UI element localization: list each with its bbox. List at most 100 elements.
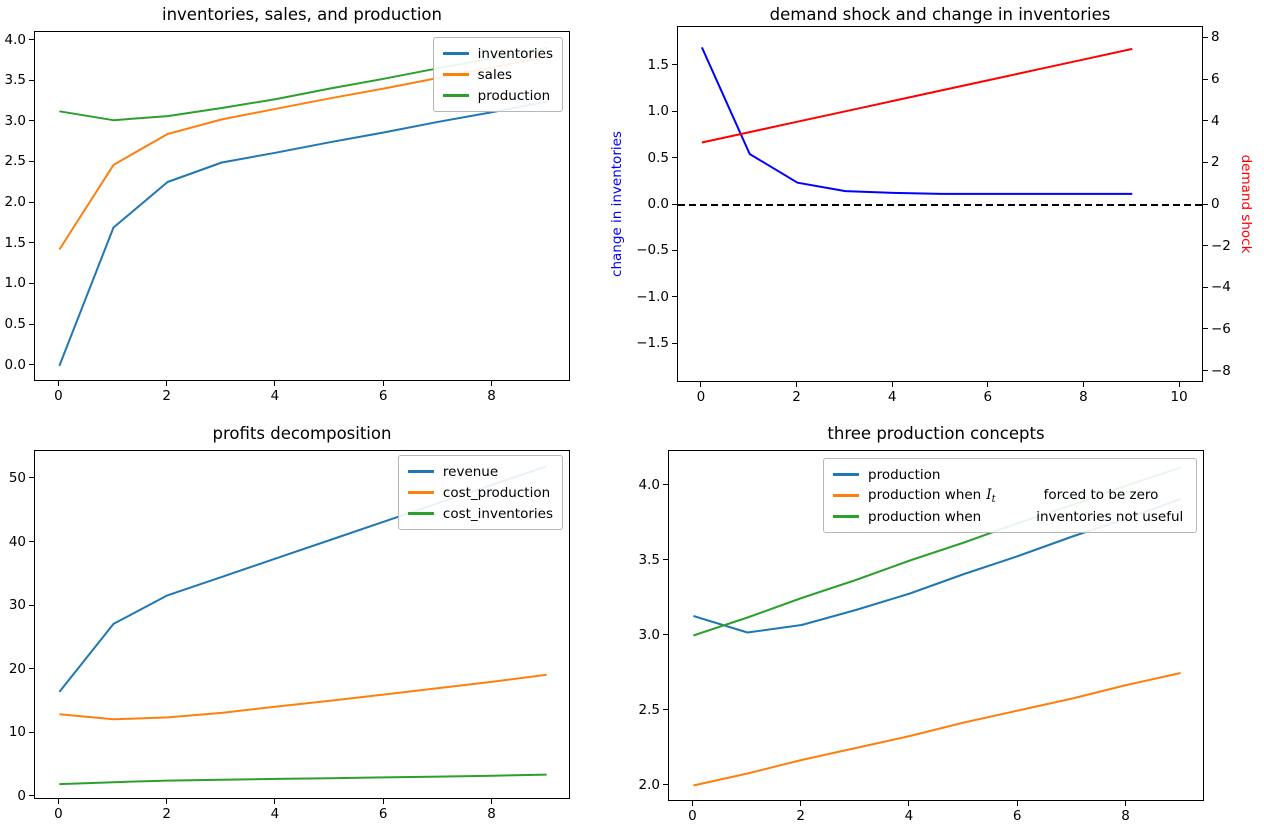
x-tick-label: 2 bbox=[792, 389, 801, 405]
legend-line-sample bbox=[407, 470, 434, 473]
x-tick-mark bbox=[274, 799, 276, 804]
y-tick-mark-right bbox=[1203, 203, 1208, 205]
x-tick-mark bbox=[800, 801, 802, 806]
legend-item: revenue bbox=[407, 461, 553, 482]
legend-item: cost_inventories bbox=[407, 503, 553, 524]
legend-chart1: inventories sales production bbox=[432, 37, 563, 112]
y-tick-label: 1.0 bbox=[647, 103, 669, 120]
y-tick-label: 30 bbox=[8, 597, 26, 614]
left-axis-label-change-in-inventories: change in inventories bbox=[609, 131, 625, 277]
x-tick-mark bbox=[274, 381, 276, 386]
y-tick-mark bbox=[663, 484, 668, 485]
y-tick-mark bbox=[29, 79, 34, 81]
x-tick-label: 2 bbox=[162, 388, 171, 404]
legend-item: production bbox=[833, 464, 1187, 485]
y-tick-label: 50 bbox=[8, 469, 26, 486]
x-tick-mark bbox=[57, 799, 59, 804]
y-tick-label: 2.0 bbox=[638, 776, 660, 793]
y-tick-mark bbox=[29, 242, 34, 244]
plot-area-demand-shock bbox=[677, 26, 1204, 382]
legend-label: production when It forced to be zero bbox=[868, 486, 1159, 505]
x-tick-mark bbox=[891, 382, 893, 387]
x-tick-label: 4 bbox=[887, 389, 897, 405]
legend-label: production bbox=[477, 87, 551, 104]
y-tick-label: 2.5 bbox=[638, 701, 660, 718]
y-tick-label: 1.5 bbox=[4, 234, 26, 251]
y-tick-mark bbox=[672, 249, 677, 251]
y-tick-label: 0 bbox=[17, 787, 26, 804]
series-inventories bbox=[58, 100, 547, 367]
x-tick-label: 4 bbox=[270, 388, 280, 404]
legend-line-sample bbox=[442, 73, 469, 76]
legend-chart3: revenue cost_production cost_inventories bbox=[397, 455, 563, 530]
y-tick-mark bbox=[29, 364, 34, 366]
y-tick-mark bbox=[672, 110, 677, 112]
x-tick-label: 0 bbox=[54, 806, 63, 822]
y-tick-mark-right bbox=[1203, 120, 1208, 122]
y-tick-mark bbox=[672, 64, 677, 66]
y-tick-label-right: 8 bbox=[1211, 29, 1220, 46]
y-tick-label-right: 4 bbox=[1211, 112, 1220, 129]
y-tick-mark bbox=[663, 784, 668, 785]
y-tick-label: 10 bbox=[8, 724, 26, 741]
y-tick-label: −0.5 bbox=[636, 242, 669, 259]
legend-item: production bbox=[442, 85, 553, 106]
legend-line-sample bbox=[442, 52, 469, 55]
legend-item: cost_production bbox=[407, 482, 553, 503]
x-tick-label: 4 bbox=[270, 806, 280, 822]
y-tick-label: 4.0 bbox=[4, 31, 26, 48]
y-tick-label: 40 bbox=[8, 533, 26, 550]
legend-label: cost_production bbox=[442, 484, 551, 501]
legend-label: production bbox=[868, 466, 941, 483]
y-tick-mark-right bbox=[1203, 286, 1208, 288]
y-tick-label: −1.5 bbox=[636, 335, 669, 352]
x-tick-mark bbox=[382, 381, 384, 386]
legend-label: cost_inventories bbox=[442, 505, 553, 522]
y-tick-label: 3.0 bbox=[638, 626, 660, 643]
x-tick-label: 8 bbox=[1079, 389, 1088, 405]
x-tick-label: 10 bbox=[1170, 389, 1188, 405]
y-tick-mark bbox=[29, 795, 34, 797]
x-tick-mark bbox=[166, 799, 168, 804]
y-tick-mark bbox=[672, 296, 677, 298]
x-tick-label: 6 bbox=[378, 806, 388, 822]
chart-lines bbox=[678, 46, 1204, 206]
y-tick-mark bbox=[29, 477, 34, 479]
x-tick-mark bbox=[691, 801, 693, 806]
y-tick-mark bbox=[29, 282, 34, 284]
x-tick-mark bbox=[796, 382, 798, 387]
math-italic-I: I bbox=[986, 486, 992, 503]
legend-item: production when It forced to be zero bbox=[833, 485, 1187, 506]
x-tick-mark bbox=[1082, 382, 1084, 387]
y-tick-mark bbox=[672, 157, 677, 159]
y-tick-label: 4.0 bbox=[638, 476, 660, 493]
y-tick-label-right: 2 bbox=[1211, 154, 1220, 171]
y-tick-label-right: −4 bbox=[1211, 279, 1231, 296]
legend-label: revenue bbox=[442, 463, 499, 480]
x-tick-mark bbox=[987, 382, 989, 387]
x-tick-label: 2 bbox=[162, 806, 171, 822]
y-tick-mark bbox=[29, 323, 34, 325]
series-demand-shock bbox=[701, 47, 1133, 144]
x-tick-mark bbox=[382, 799, 384, 804]
legend-chart4: production production when It forced to be… bbox=[823, 458, 1197, 533]
y-tick-mark bbox=[29, 120, 34, 122]
y-tick-label: 3.0 bbox=[4, 112, 26, 129]
x-tick-mark bbox=[908, 801, 910, 806]
y-tick-label: 0.0 bbox=[4, 356, 26, 373]
series-cost-production bbox=[59, 673, 547, 721]
y-tick-mark bbox=[29, 201, 34, 203]
y-tick-mark-right bbox=[1203, 370, 1208, 372]
y-tick-mark-right bbox=[1203, 328, 1208, 330]
x-tick-mark bbox=[1178, 382, 1180, 387]
legend-label-gap bbox=[996, 498, 1044, 499]
legend-label: inventories bbox=[477, 45, 553, 62]
x-tick-label: 6 bbox=[1012, 808, 1022, 824]
y-tick-mark bbox=[663, 634, 668, 635]
y-tick-label-right: 6 bbox=[1211, 71, 1220, 88]
y-tick-mark bbox=[663, 559, 668, 560]
series-cost-inventories bbox=[59, 773, 547, 786]
y-tick-label: 2.5 bbox=[4, 153, 26, 170]
legend-item: production when inventories not useful bbox=[833, 506, 1187, 527]
x-tick-mark bbox=[1124, 801, 1126, 806]
